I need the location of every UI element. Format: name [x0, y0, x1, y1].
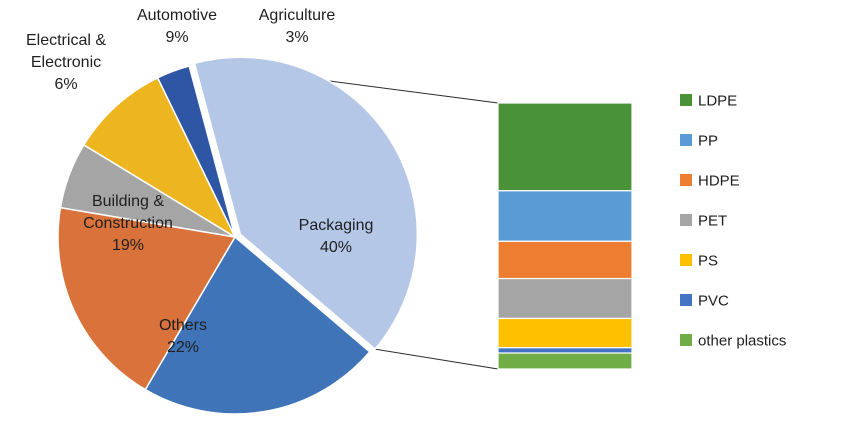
legend-swatch-ldpe	[680, 94, 692, 106]
legend-label-other-plastics: other plastics	[698, 333, 786, 350]
pie-slice-automotive	[82, 76, 237, 239]
legend-label-pp: PP	[698, 133, 718, 150]
bar-segment-other-plastics	[497, 352, 633, 370]
legend-label-pet: PET	[698, 213, 727, 230]
pie-label-electrical-and-electronic: Electrical & Electronic 6%	[26, 32, 106, 93]
legend-swatch-pp	[680, 134, 692, 146]
pie-label-others: Others 22%	[159, 317, 207, 356]
legend-label-pvc: PVC	[698, 293, 729, 310]
pie-slice-packaging	[193, 56, 419, 351]
legend: LDPE PP HDPE PET PS PVC other plastics	[680, 93, 786, 350]
bar-segment-ps	[497, 317, 633, 349]
pie-slice-others	[144, 235, 371, 415]
legend-swatch-hdpe	[680, 174, 692, 186]
legend-swatch-other-plastics	[680, 334, 692, 346]
pie-label-automotive: Automotive 9%	[137, 7, 217, 46]
bar-segment-pet	[497, 277, 633, 320]
pie-label-packaging: Packaging 40%	[299, 217, 374, 256]
bar-segment-pp	[497, 190, 633, 242]
legend-swatch-pet	[680, 214, 692, 226]
pie-label-agriculture: Agriculture 3%	[259, 7, 336, 46]
connector-line-bottom	[374, 348, 499, 370]
legend-label-ldpe: LDPE	[698, 93, 737, 110]
stacked-bar	[497, 102, 633, 370]
pie-slice-agriculture	[156, 65, 236, 238]
pie-slice-building-and-construction	[57, 206, 237, 391]
pie-label-building-and-construction: Building & Construction 19%	[83, 193, 173, 254]
bar-segment-hdpe	[497, 240, 633, 280]
legend-label-hdpe: HDPE	[698, 173, 740, 190]
legend-label-ps: PS	[698, 253, 718, 270]
pie-chart	[57, 56, 419, 415]
pie-labels: Packaging 40% Others 22% Building & Construct…	[26, 7, 373, 356]
legend-swatch-ps	[680, 254, 692, 266]
legend-swatch-pvc	[680, 294, 692, 306]
bar-segment-pvc	[497, 347, 633, 354]
bar-segment-ldpe	[497, 102, 633, 192]
